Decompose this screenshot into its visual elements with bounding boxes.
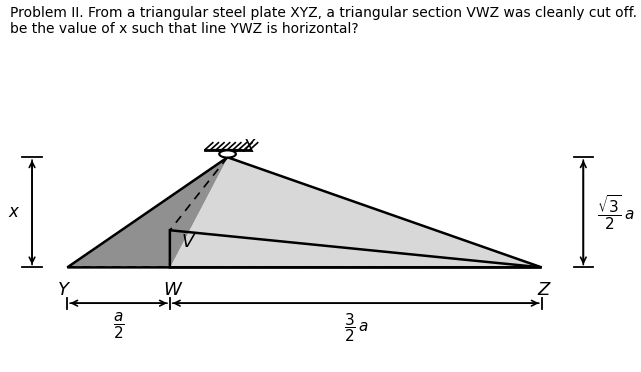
Text: $\dfrac{\sqrt{3}}{2}\,a$: $\dfrac{\sqrt{3}}{2}\,a$	[597, 193, 635, 232]
Text: $W$: $W$	[163, 281, 183, 299]
Polygon shape	[170, 230, 542, 267]
Text: $\dfrac{a}{2}$: $\dfrac{a}{2}$	[113, 311, 124, 341]
Text: $x$: $x$	[8, 204, 21, 221]
Polygon shape	[67, 157, 228, 267]
Text: $X$: $X$	[242, 138, 257, 156]
Polygon shape	[170, 157, 542, 267]
Text: $Y$: $Y$	[57, 281, 71, 299]
Circle shape	[219, 150, 236, 158]
Text: Problem II. From a triangular steel plate XYZ, a triangular section VWZ was clea: Problem II. From a triangular steel plat…	[10, 6, 641, 36]
Polygon shape	[170, 157, 228, 267]
Text: $Z$: $Z$	[537, 281, 553, 299]
Text: $\dfrac{3}{2}\,a$: $\dfrac{3}{2}\,a$	[344, 311, 368, 344]
Polygon shape	[213, 150, 242, 154]
Text: $V$: $V$	[181, 233, 197, 251]
